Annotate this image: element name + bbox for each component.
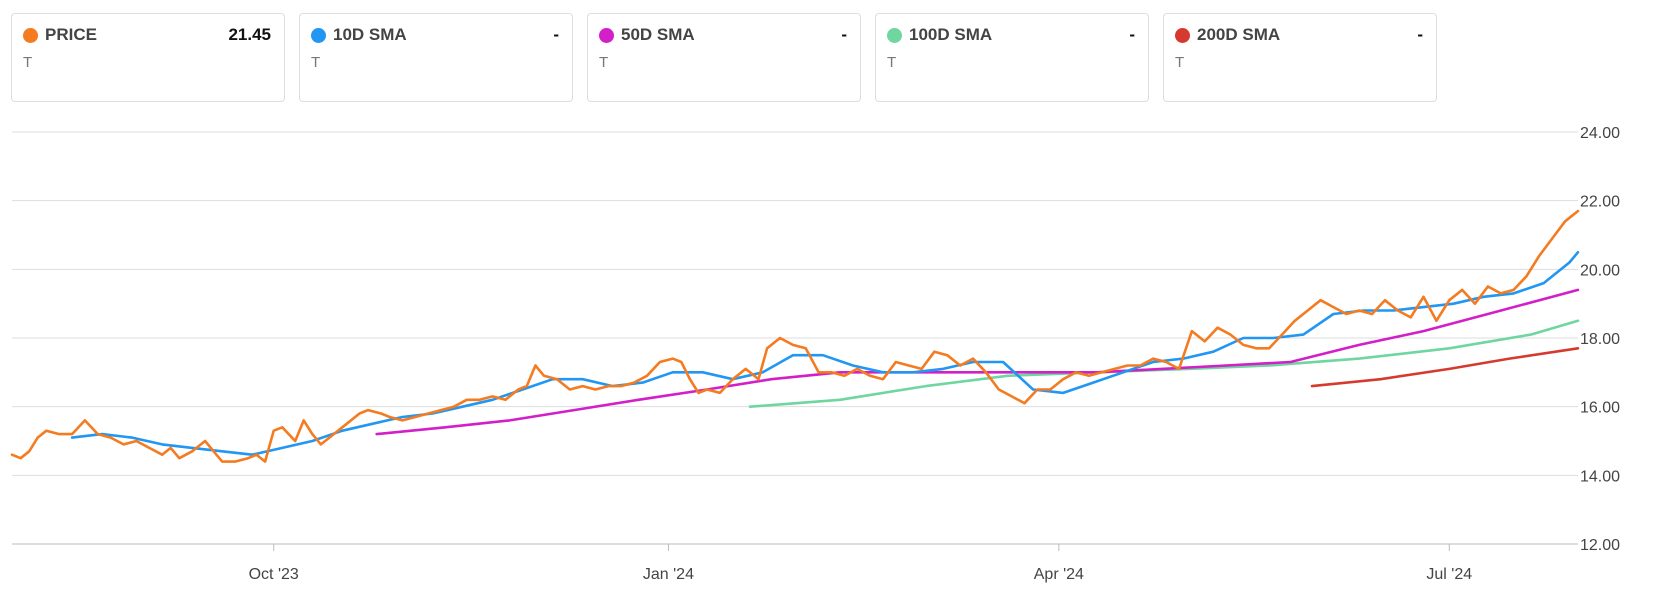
sma200-dot-icon [1175, 27, 1190, 43]
y-tick-label: 18.00 [1580, 331, 1620, 348]
legend-label: 100D SMA [909, 25, 993, 44]
legend-ticker: T [599, 54, 609, 71]
series-line-price[interactable] [10, 209, 1580, 463]
legend-value: - [1129, 25, 1135, 44]
y-tick-label: 14.00 [1580, 468, 1620, 485]
series-line-50d-sma[interactable] [375, 288, 1580, 436]
grid-lines [12, 131, 1578, 545]
legend-value: - [553, 25, 559, 44]
series-line-100d-sma[interactable] [748, 319, 1580, 408]
legend-label: 200D SMA [1197, 25, 1281, 44]
legend-label: 10D SMA [333, 25, 407, 44]
sma10-dot-icon [311, 27, 326, 43]
y-axis: 12.00 14.00 16.00 18.00 20.00 22.00 24.00 [1580, 125, 1620, 554]
legend-ticker: T [1175, 54, 1185, 71]
y-tick-label: 22.00 [1580, 194, 1620, 211]
legend-value: 21.45 [228, 25, 271, 44]
series-lines [10, 209, 1580, 463]
sma100-dot-icon [887, 27, 902, 43]
legend-value: - [1417, 25, 1423, 44]
x-tick-label: Oct '23 [249, 566, 299, 583]
series-line-10d-sma[interactable] [70, 250, 1580, 456]
legend-card-100d-sma[interactable]: 100D SMA - T [875, 13, 1149, 102]
x-tick-label: Apr '24 [1034, 566, 1084, 583]
legend-ticker: T [887, 54, 897, 71]
y-tick-label: 20.00 [1580, 262, 1620, 279]
x-tick-label: Jul '24 [1426, 566, 1472, 583]
legend-label: 50D SMA [621, 25, 695, 44]
x-axis: Oct '23 Jan '24 Apr '24 Jul '24 [249, 544, 1472, 583]
y-tick-label: 16.00 [1580, 400, 1620, 417]
price-dot-icon [23, 27, 38, 43]
legend-value: - [841, 25, 847, 44]
legend-card-200d-sma[interactable]: 200D SMA - T [1163, 13, 1437, 102]
legend-label: PRICE [45, 25, 97, 44]
legend-card-10d-sma[interactable]: 10D SMA - T [299, 13, 573, 102]
y-tick-label: 12.00 [1580, 537, 1620, 554]
sma50-dot-icon [599, 27, 614, 43]
series-line-200d-sma[interactable] [1310, 347, 1580, 388]
y-tick-label: 24.00 [1580, 125, 1620, 142]
legend-card-price[interactable]: PRICE 21.45 T [11, 13, 285, 102]
legend-ticker: T [311, 54, 321, 71]
x-tick-label: Jan '24 [643, 566, 694, 583]
legend-ticker: T [23, 54, 33, 71]
legend-card-50d-sma[interactable]: 50D SMA - T [587, 13, 861, 102]
legend: PRICE 21.45 T 10D SMA - T 50D SMA - T [11, 13, 1437, 102]
